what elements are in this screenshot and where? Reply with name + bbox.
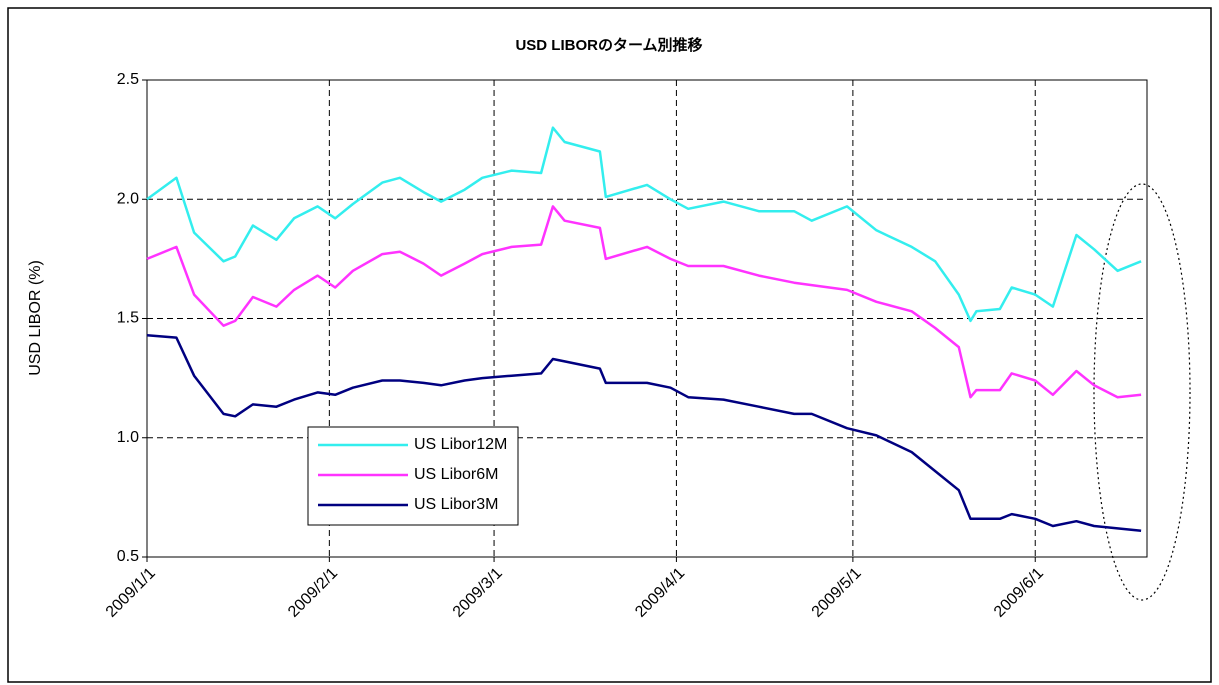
series-line bbox=[146, 205, 1142, 399]
y-tick-label: 2.0 bbox=[117, 190, 139, 207]
chart-border bbox=[7, 7, 1212, 683]
legend-label: US Libor6M bbox=[414, 466, 498, 483]
highlight-ellipse bbox=[1093, 183, 1191, 601]
series-line bbox=[146, 126, 1142, 323]
legend-label: US Libor3M bbox=[414, 496, 498, 513]
y-tick-label: 1.0 bbox=[117, 429, 139, 446]
series-line bbox=[146, 333, 1142, 533]
y-axis-label: USD LIBOR (%) bbox=[27, 260, 44, 376]
y-tick-label: 1.5 bbox=[117, 310, 139, 327]
y-tick-label: 0.5 bbox=[117, 548, 139, 565]
chart-title: USD LIBORのターム別推移 bbox=[515, 36, 702, 54]
y-tick-label: 2.5 bbox=[117, 71, 139, 88]
legend-label: US Libor12M bbox=[414, 436, 507, 453]
